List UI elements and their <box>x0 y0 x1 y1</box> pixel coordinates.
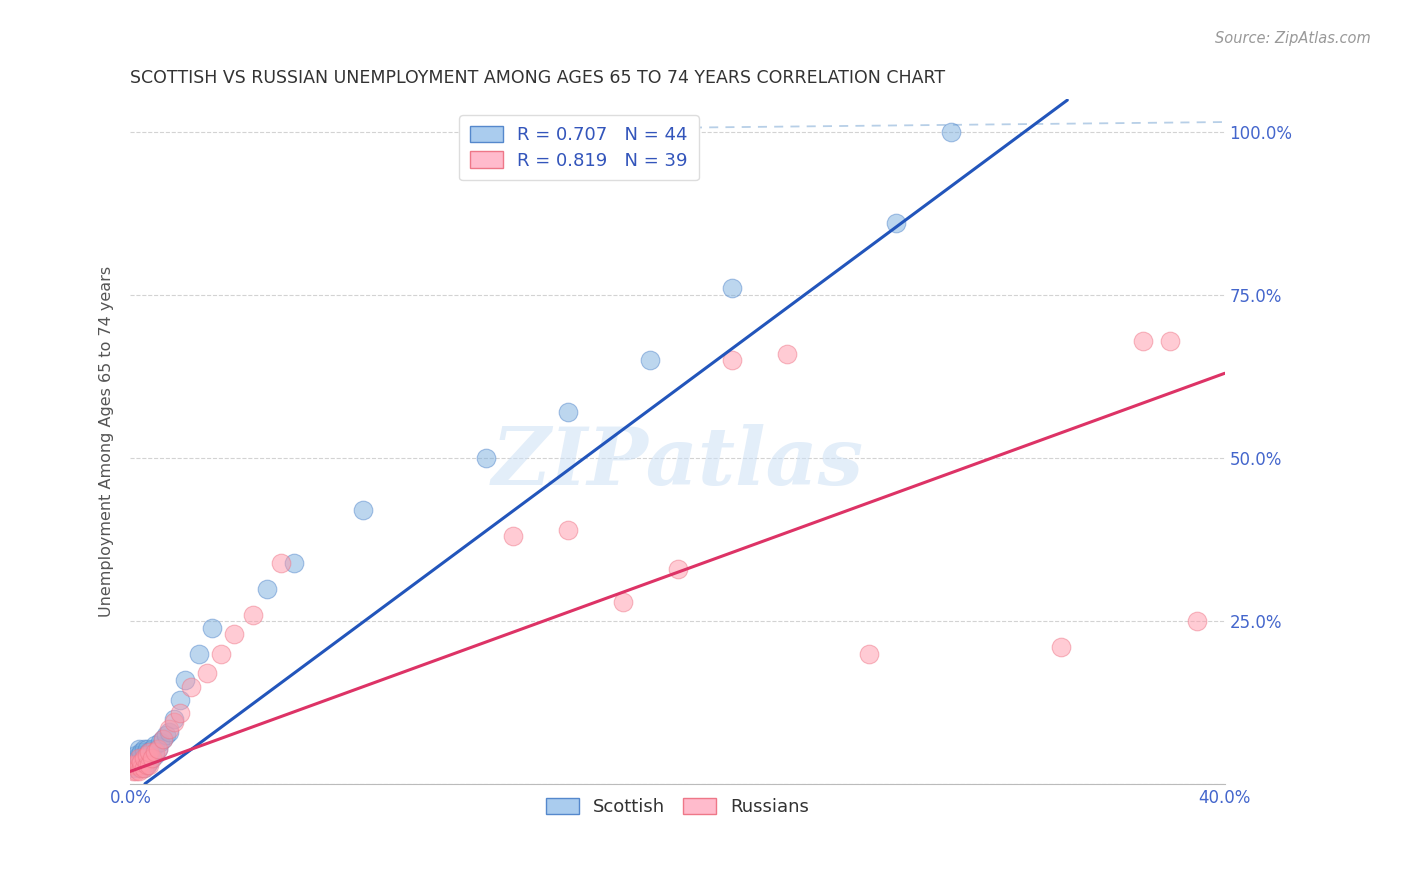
Point <box>209 647 232 661</box>
Point <box>939 125 962 139</box>
Text: Source: ZipAtlas.com: Source: ZipAtlas.com <box>1215 31 1371 46</box>
Point <box>152 731 174 746</box>
Point <box>125 761 148 775</box>
Point <box>557 523 579 537</box>
Point <box>135 757 157 772</box>
Point <box>138 745 160 759</box>
Point <box>1132 334 1154 348</box>
Point <box>128 757 150 772</box>
Point <box>201 621 224 635</box>
Point <box>129 745 152 759</box>
Point <box>128 747 150 762</box>
Point <box>143 745 166 759</box>
Point <box>129 755 152 769</box>
Legend: Scottish, Russians: Scottish, Russians <box>538 790 817 823</box>
Point <box>138 745 160 759</box>
Point <box>125 764 148 779</box>
Point <box>666 562 689 576</box>
Point <box>721 281 744 295</box>
Point <box>122 755 145 769</box>
Point <box>1187 614 1209 628</box>
Point <box>502 529 524 543</box>
Point <box>1159 334 1181 348</box>
Point <box>128 761 150 775</box>
Point <box>270 556 292 570</box>
Point <box>132 751 155 765</box>
Point <box>128 755 150 769</box>
Point <box>163 712 186 726</box>
Point <box>557 405 579 419</box>
Text: ZIPatlas: ZIPatlas <box>492 424 863 501</box>
Point <box>157 722 180 736</box>
Point <box>242 607 264 622</box>
Point <box>169 706 191 720</box>
Point <box>174 673 197 687</box>
Point <box>135 747 157 762</box>
Point <box>129 757 152 772</box>
Point <box>135 747 157 762</box>
Point <box>132 747 155 762</box>
Point <box>163 715 186 730</box>
Point <box>141 751 163 765</box>
Point <box>129 751 152 765</box>
Point <box>157 725 180 739</box>
Point <box>122 764 145 779</box>
Point <box>122 757 145 772</box>
Point <box>149 735 172 749</box>
Point <box>132 755 155 769</box>
Point <box>155 729 177 743</box>
Point <box>195 666 218 681</box>
Point <box>143 739 166 753</box>
Point <box>135 757 157 772</box>
Point <box>283 556 305 570</box>
Point <box>143 747 166 762</box>
Point <box>721 353 744 368</box>
Point <box>1049 640 1071 655</box>
Point <box>776 347 799 361</box>
Point <box>169 692 191 706</box>
Point <box>132 741 155 756</box>
Point <box>858 647 880 661</box>
Point <box>886 216 908 230</box>
Point <box>146 741 169 756</box>
Point <box>141 741 163 756</box>
Text: SCOTTISH VS RUSSIAN UNEMPLOYMENT AMONG AGES 65 TO 74 YEARS CORRELATION CHART: SCOTTISH VS RUSSIAN UNEMPLOYMENT AMONG A… <box>131 69 945 87</box>
Y-axis label: Unemployment Among Ages 65 to 74 years: Unemployment Among Ages 65 to 74 years <box>100 266 114 617</box>
Point <box>224 627 246 641</box>
Point <box>125 755 148 769</box>
Point <box>125 757 148 772</box>
Point <box>125 747 148 762</box>
Point <box>612 595 634 609</box>
Point <box>187 647 209 661</box>
Point <box>132 761 155 775</box>
Point <box>152 731 174 746</box>
Point <box>138 755 160 769</box>
Point <box>146 741 169 756</box>
Point <box>256 582 278 596</box>
Point <box>135 741 157 756</box>
Point <box>132 761 155 775</box>
Point <box>129 761 152 775</box>
Point <box>128 751 150 765</box>
Point <box>138 757 160 772</box>
Point <box>128 764 150 779</box>
Point <box>141 751 163 765</box>
Point <box>180 680 202 694</box>
Point <box>475 451 498 466</box>
Point <box>638 353 661 368</box>
Point <box>352 503 374 517</box>
Point <box>122 761 145 775</box>
Point <box>128 741 150 756</box>
